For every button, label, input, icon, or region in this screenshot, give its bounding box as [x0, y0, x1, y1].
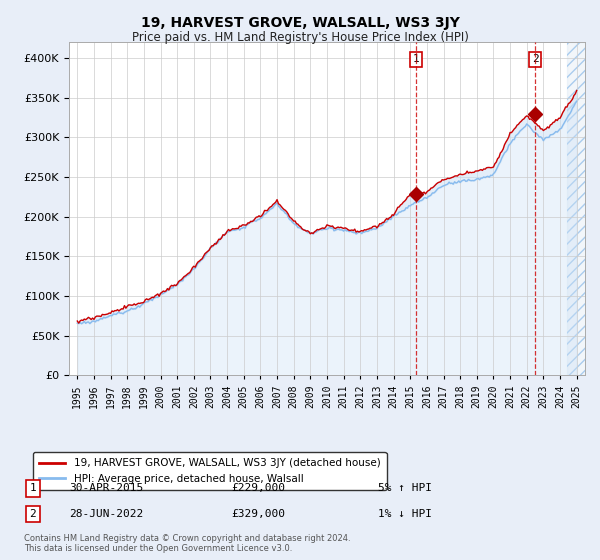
Text: Price paid vs. HM Land Registry's House Price Index (HPI): Price paid vs. HM Land Registry's House …	[131, 31, 469, 44]
Text: 19, HARVEST GROVE, WALSALL, WS3 3JY: 19, HARVEST GROVE, WALSALL, WS3 3JY	[140, 16, 460, 30]
Text: 5% ↑ HPI: 5% ↑ HPI	[378, 483, 432, 493]
Legend: 19, HARVEST GROVE, WALSALL, WS3 3JY (detached house), HPI: Average price, detach: 19, HARVEST GROVE, WALSALL, WS3 3JY (det…	[33, 452, 386, 490]
Text: 1: 1	[412, 54, 419, 64]
Text: 1: 1	[29, 483, 37, 493]
Text: 30-APR-2015: 30-APR-2015	[69, 483, 143, 493]
Text: 2: 2	[532, 54, 538, 64]
Text: 2: 2	[29, 509, 37, 519]
Text: Contains HM Land Registry data © Crown copyright and database right 2024.
This d: Contains HM Land Registry data © Crown c…	[24, 534, 350, 553]
Text: £329,000: £329,000	[231, 509, 285, 519]
Text: 28-JUN-2022: 28-JUN-2022	[69, 509, 143, 519]
Bar	[567, 42, 587, 375]
Text: 1% ↓ HPI: 1% ↓ HPI	[378, 509, 432, 519]
Text: £229,000: £229,000	[231, 483, 285, 493]
Bar	[567, 42, 587, 375]
